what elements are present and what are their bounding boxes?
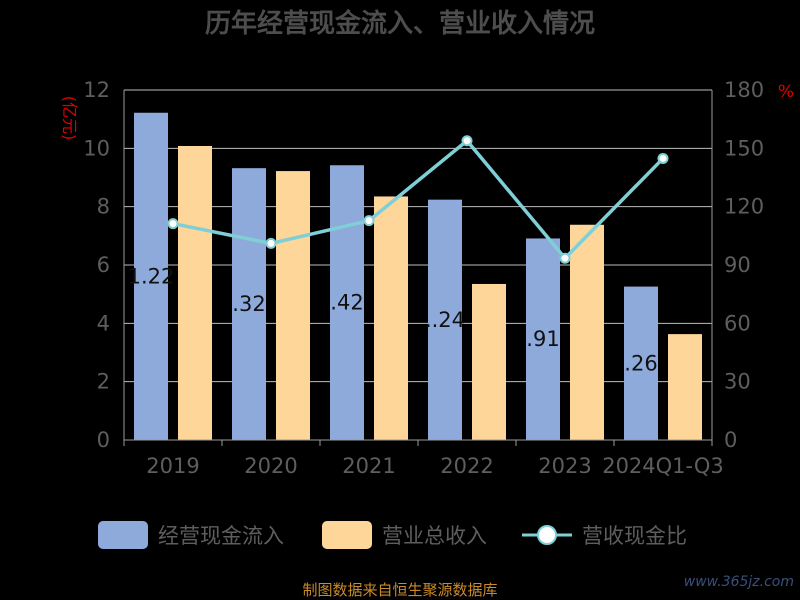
legend-label: 营业总收入 [382,524,487,548]
right-axis-ticks: 0 30 60 90 120 150 180 [724,78,764,452]
bar-value-label: .32 [232,292,265,316]
gridlines [123,89,713,441]
left-tick-label: 6 [97,253,110,277]
watermark: www.365jz.com [683,574,794,590]
left-tick-label: 8 [97,195,110,219]
x-axis: 2019 2020 2021 2022 2023 2024Q1-Q3 [123,439,724,478]
bar [428,199,462,440]
bar [570,224,604,440]
left-tick-label: 12 [83,78,110,102]
bar [232,168,266,440]
bar-value-label: 1.22 [128,264,175,288]
legend: 经营现金流入 营业总收入 营收现金比 [98,521,687,549]
legend-swatch [322,521,372,549]
bar [330,165,364,440]
bar [276,171,310,441]
right-tick-label: 90 [724,253,751,277]
left-axis-ticks: 0 2 4 6 8 10 12 [83,78,110,452]
chart-title: 历年经营现金流入、营业收入情况 [205,8,595,39]
left-tick-label: 0 [97,428,110,452]
left-tick-label: 10 [83,136,110,160]
bar [526,238,560,440]
legend-marker [537,525,557,545]
bar [668,334,702,440]
bar-value-label: .26 [624,351,657,375]
right-tick-label: 150 [724,136,764,160]
right-tick-label: 0 [724,428,737,452]
bar [472,283,506,440]
line-series [167,135,669,264]
left-tick-label: 4 [97,311,110,335]
x-tick-label: 2019 [146,454,199,478]
right-axis-unit: % [778,82,794,102]
source-note: 制图数据来自恒生聚源数据库 [302,581,498,599]
x-tick-label: 2022 [440,454,493,478]
left-tick-label: 2 [97,370,110,394]
legend-swatch [98,521,148,549]
x-tick-label: 2021 [342,454,395,478]
line-point [265,237,277,249]
bar-labels: 1.22 .32 .42 ..24 .91 .26 [128,264,658,375]
bar-value-label: .42 [330,291,363,315]
line-point [461,135,473,147]
bar [374,196,408,440]
x-tick-label: 2023 [538,454,591,478]
x-tick-label: 2024Q1-Q3 [602,454,724,478]
line-path [172,138,665,261]
right-tick-label: 30 [724,370,751,394]
x-tick-label: 2020 [244,454,297,478]
right-tick-label: 60 [724,311,751,335]
bar [624,286,658,440]
line-point [657,152,669,164]
line-point [363,215,375,227]
legend-label: 营收现金比 [582,524,687,548]
bar [178,146,212,440]
bar-value-label: ..24 [425,308,465,332]
bar [134,112,168,440]
line-point [167,218,179,230]
bar-series [134,112,702,441]
legend-label: 经营现金流入 [158,524,284,548]
line-point [559,252,571,264]
right-tick-label: 180 [724,78,764,102]
left-axis-unit: (亿元) [60,96,79,141]
bar-value-label: .91 [526,327,559,351]
right-tick-label: 120 [724,195,764,219]
